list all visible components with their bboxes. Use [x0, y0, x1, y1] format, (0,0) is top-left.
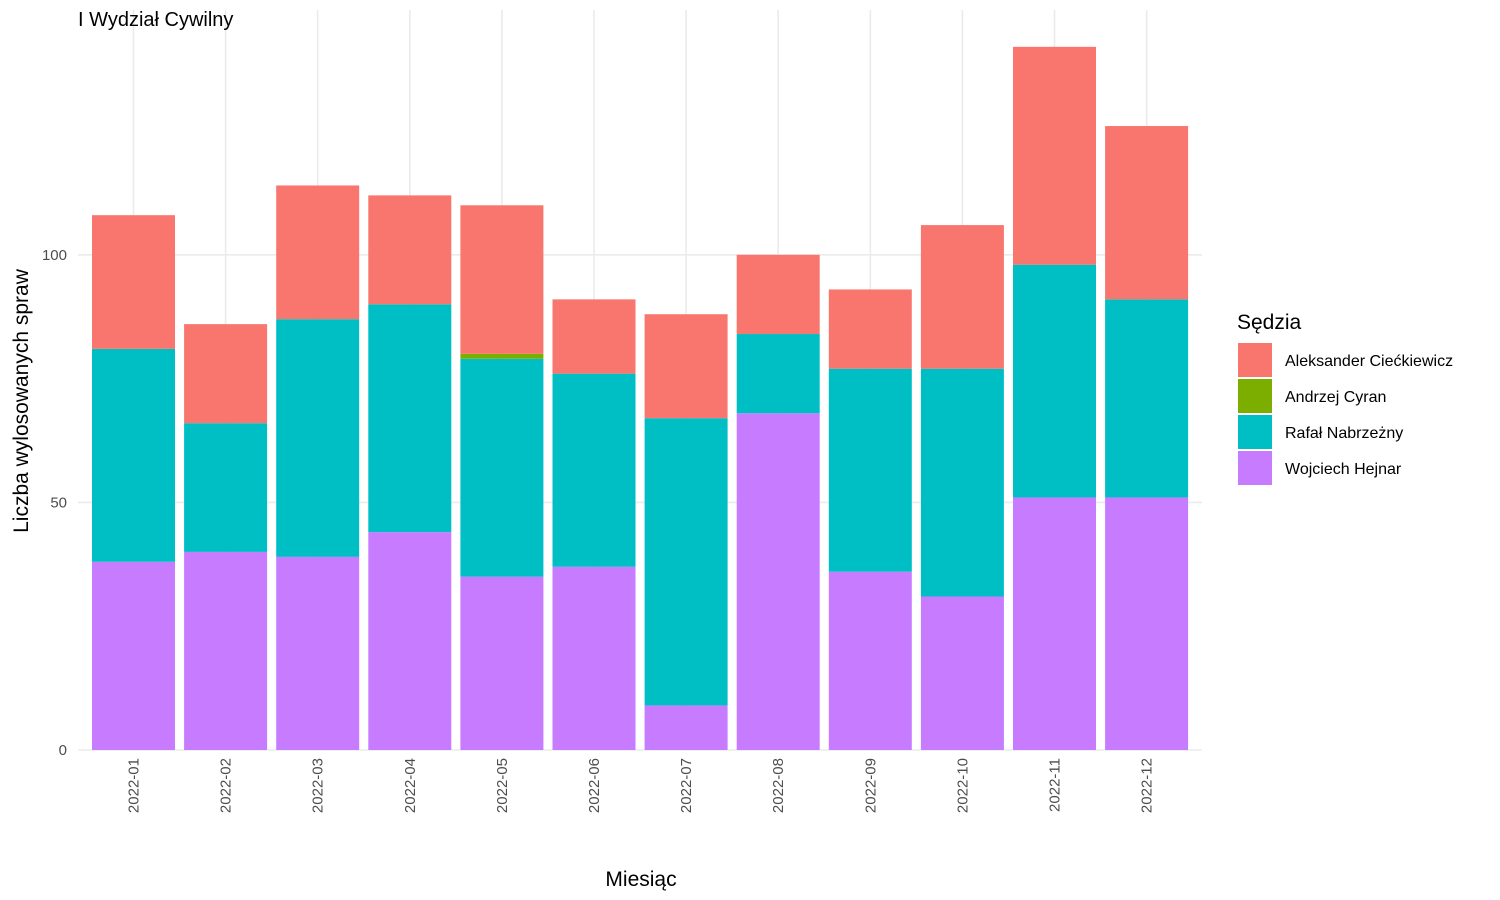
legend-swatch — [1238, 343, 1272, 377]
x-tick-label: 2022-02 — [218, 758, 235, 813]
bar-segment-wojciech-hejnar — [920, 596, 1004, 750]
bar-segment-aleksander-cieckiewicz — [92, 215, 175, 349]
bar-segment-wojciech-hejnar — [736, 413, 820, 750]
bar-segment-wojciech-hejnar — [828, 571, 912, 750]
legend: Sędzia Aleksander Ciećkiewicz Andrzej Cyr… — [1237, 311, 1453, 485]
legend-swatch — [1238, 451, 1272, 485]
x-tick-label: 2022-12 — [1139, 758, 1156, 813]
legend-swatch — [1238, 415, 1272, 449]
bar-segment-rafal-nabrzezny — [920, 368, 1004, 597]
bar-segment-rafal-nabrzezny — [552, 373, 636, 567]
bar-segment-rafal-nabrzezny — [460, 358, 544, 577]
x-tick-label: 2022-07 — [678, 758, 695, 813]
bar-segment-rafal-nabrzezny — [276, 319, 360, 557]
bar-segment-rafal-nabrzezny — [1013, 264, 1096, 498]
bar-segment-rafal-nabrzezny — [736, 334, 820, 414]
legend-swatch — [1238, 379, 1272, 413]
legend-label: Andrzej Cyran — [1285, 389, 1386, 406]
bar-segment-aleksander-cieckiewicz — [644, 314, 728, 419]
bar-segment-rafal-nabrzezny — [1105, 299, 1189, 498]
x-tick-label: 2022-10 — [954, 758, 971, 813]
bar-segment-rafal-nabrzezny — [368, 304, 452, 533]
x-tick-label: 2022-09 — [862, 758, 879, 813]
bar-segment-rafal-nabrzezny — [184, 423, 268, 552]
bar-segment-aleksander-cieckiewicz — [276, 185, 360, 320]
legend-items: Aleksander Ciećkiewicz Andrzej Cyran Rafał… — [1238, 343, 1453, 485]
legend-label: Aleksander Ciećkiewicz — [1285, 353, 1453, 370]
x-tick-label: 2022-04 — [402, 758, 419, 813]
bar-segment-wojciech-hejnar — [368, 532, 452, 750]
y-tick-label: 50 — [50, 494, 67, 511]
chart-title: I Wydział Cywilny — [78, 9, 233, 31]
bar-segment-wojciech-hejnar — [1013, 497, 1096, 750]
bar-segment-aleksander-cieckiewicz — [828, 289, 912, 369]
x-tick-label: 2022-11 — [1047, 758, 1064, 812]
x-axis-ticks: 2022-01 2022-02 2022-03 2022-04 2022-05 2022-… — [126, 758, 1156, 813]
bar-segment-aleksander-cieckiewicz — [736, 254, 820, 335]
bar-segment-wojciech-hejnar — [1105, 497, 1189, 750]
y-axis-title: Liczba wylosowanych spraw — [10, 268, 33, 533]
bar-segment-wojciech-hejnar — [644, 705, 728, 750]
legend-title: Sędzia — [1237, 311, 1302, 334]
bar-segment-wojciech-hejnar — [92, 561, 175, 750]
bar-segment-aleksander-cieckiewicz — [552, 299, 636, 374]
bar-segment-rafal-nabrzezny — [828, 368, 912, 572]
bars — [92, 46, 1189, 750]
legend-label: Rafał Nabrzeżny — [1285, 425, 1403, 442]
y-tick-label: 0 — [59, 742, 67, 759]
bar-segment-aleksander-cieckiewicz — [920, 225, 1004, 369]
x-tick-label: 2022-08 — [770, 758, 787, 813]
legend-label: Wojciech Hejnar — [1285, 461, 1402, 478]
y-axis-ticks: 0 50 100 — [42, 247, 67, 759]
x-tick-label: 2022-05 — [494, 758, 511, 813]
bar-segment-wojciech-hejnar — [460, 576, 544, 750]
bar-segment-wojciech-hejnar — [552, 566, 636, 750]
bar-segment-rafal-nabrzezny — [644, 418, 728, 706]
bar-segment-andrzej-cyran — [460, 353, 544, 359]
bar-segment-aleksander-cieckiewicz — [460, 205, 544, 354]
bar-segment-rafal-nabrzezny — [92, 348, 175, 562]
bar-segment-wojciech-hejnar — [184, 551, 268, 750]
x-tick-label: 2022-03 — [310, 758, 327, 813]
bar-segment-aleksander-cieckiewicz — [184, 324, 268, 424]
x-axis-title: Miesiąc — [605, 868, 676, 891]
x-tick-label: 2022-06 — [586, 758, 603, 813]
y-tick-label: 100 — [42, 247, 67, 264]
bar-segment-aleksander-cieckiewicz — [368, 195, 452, 305]
bar-segment-aleksander-cieckiewicz — [1013, 46, 1096, 265]
bar-segment-aleksander-cieckiewicz — [1105, 126, 1189, 300]
bar-segment-wojciech-hejnar — [276, 556, 360, 750]
x-tick-label: 2022-01 — [126, 758, 143, 813]
